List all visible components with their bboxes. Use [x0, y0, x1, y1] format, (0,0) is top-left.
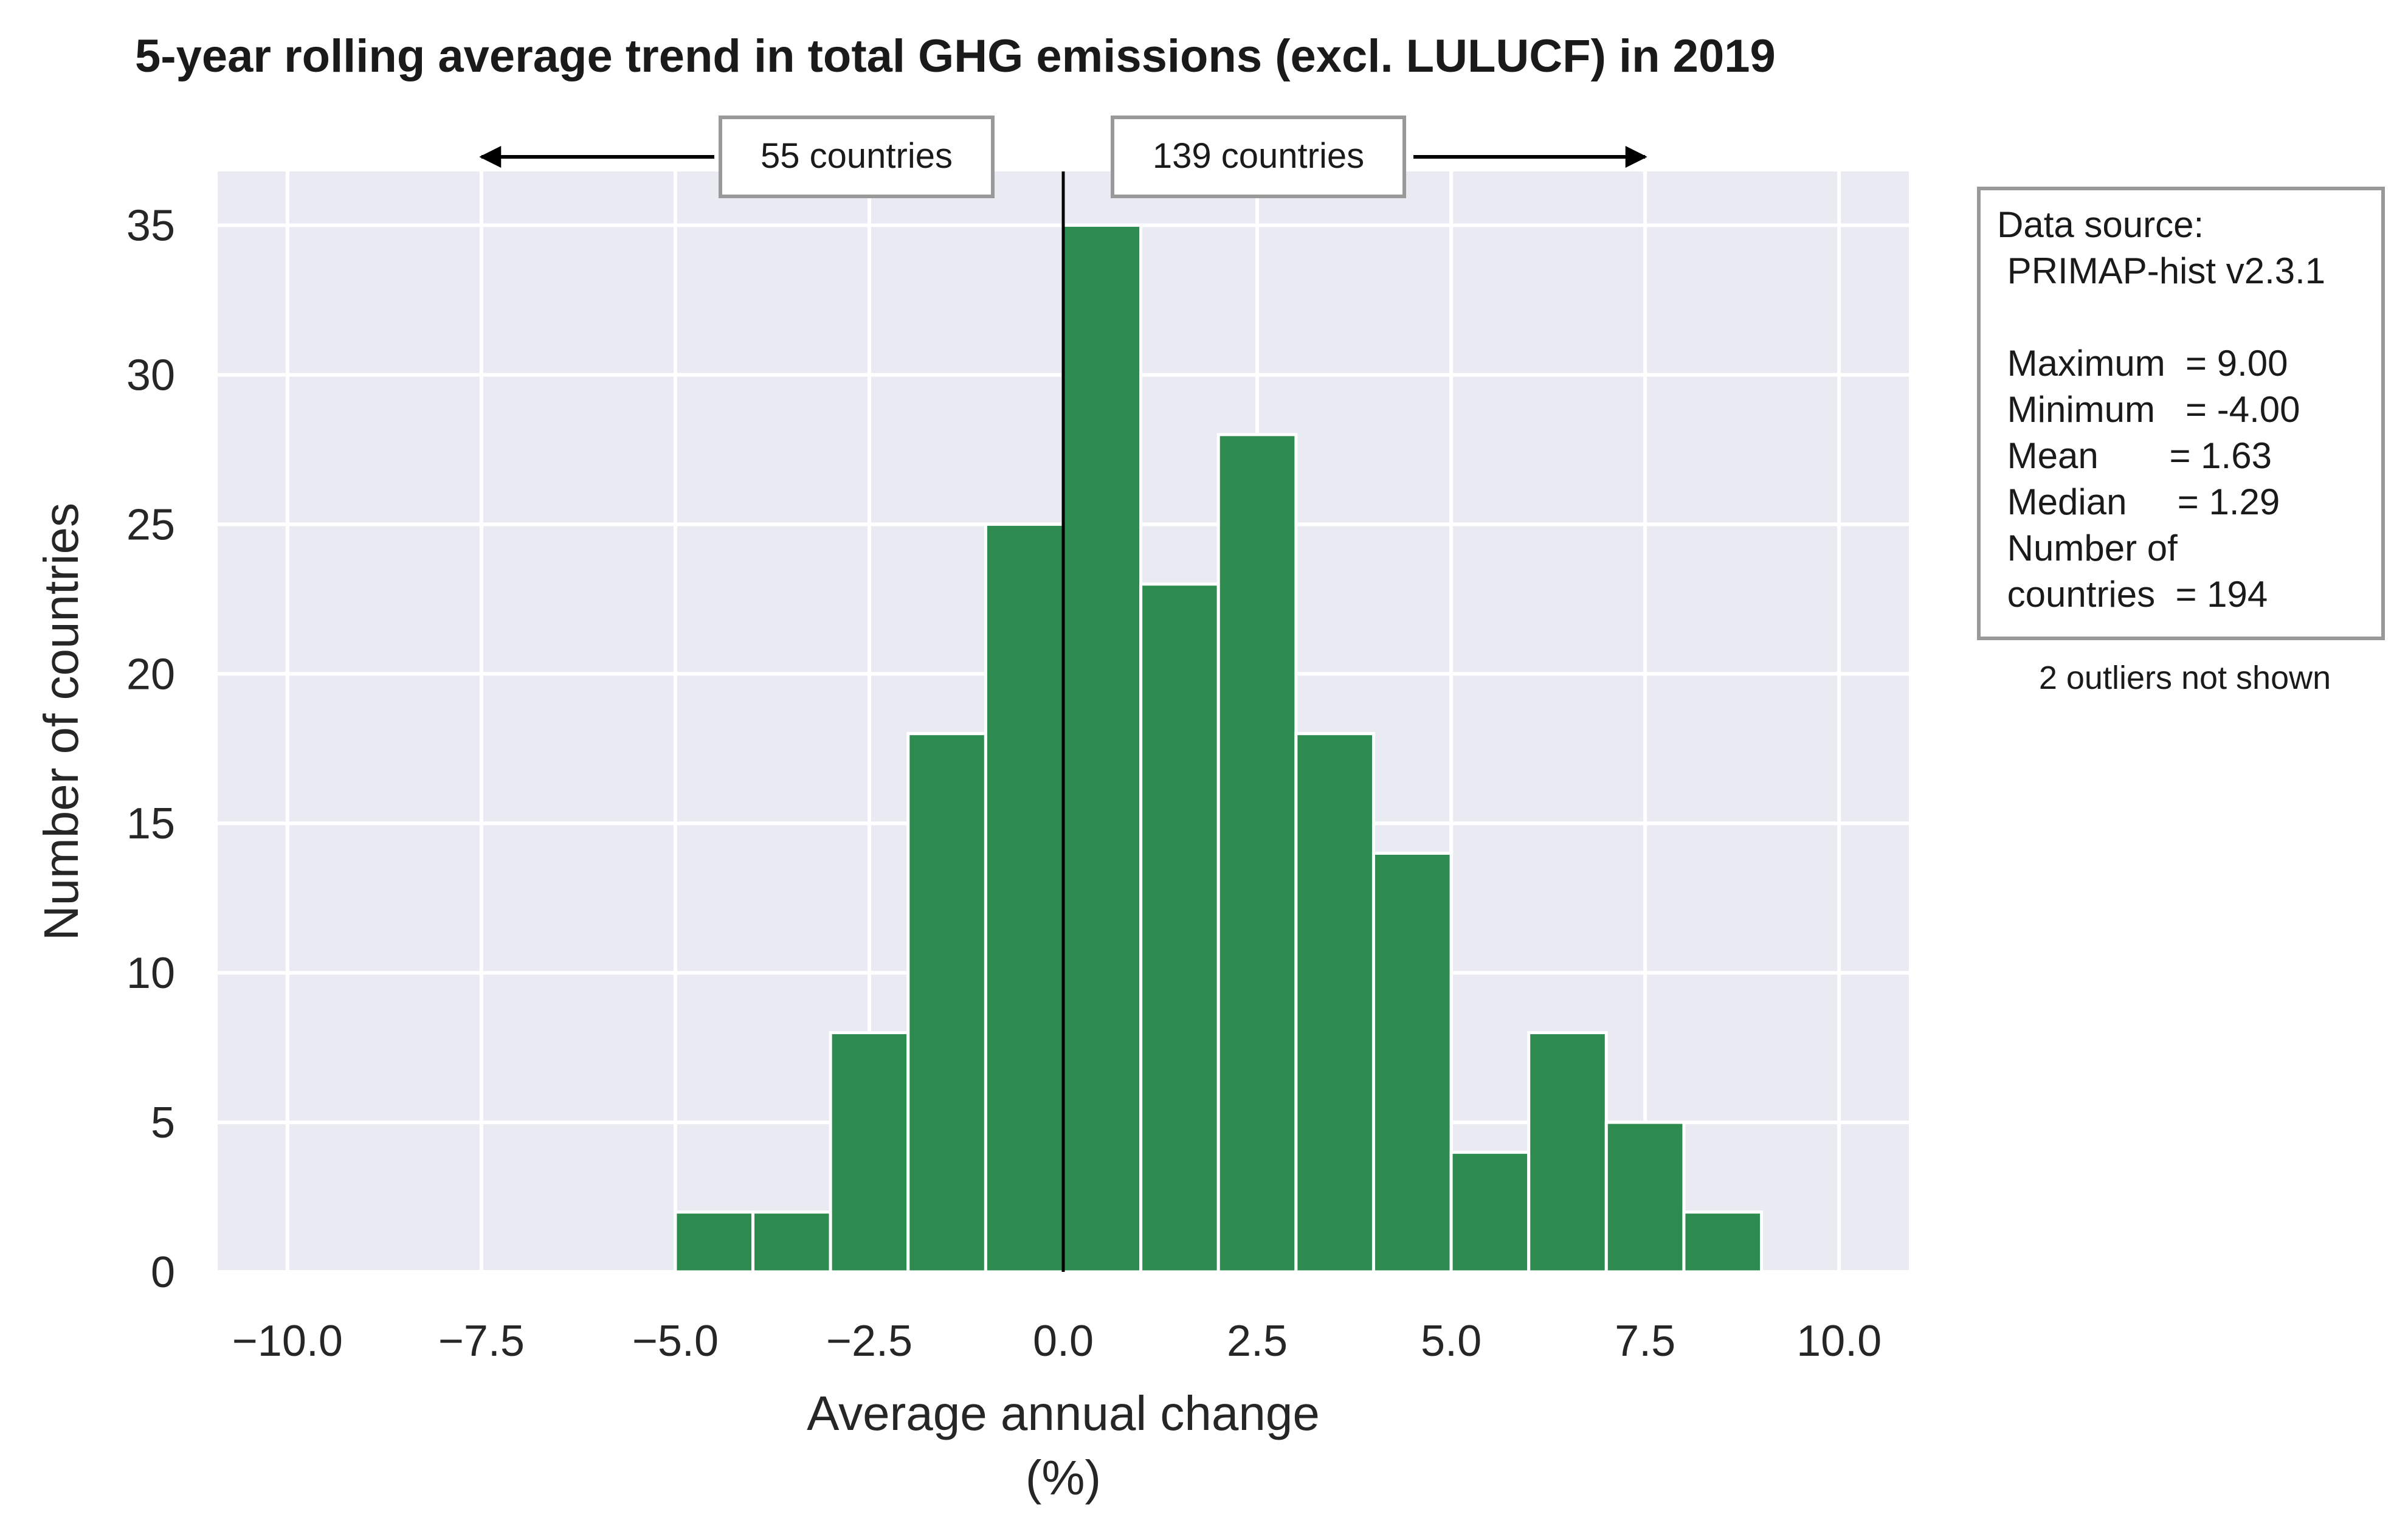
histogram-bar-3	[906, 732, 987, 1274]
y-tick-label-3: 15	[126, 799, 175, 848]
stats-line-8: countries = 194	[1997, 574, 2268, 615]
x-tick-label-4: 0.0	[1033, 1317, 1094, 1366]
histogram-bar-10	[1449, 1150, 1531, 1274]
x-tick-label-0: −10.0	[232, 1317, 343, 1366]
x-axis-label-unit: (%)	[1026, 1451, 1101, 1505]
y-tick-label-4: 20	[126, 650, 175, 699]
stats-line-3: Maximum = 9.00	[1997, 343, 2288, 384]
histogram-bar-1	[751, 1210, 832, 1274]
x-tick-label-3: −2.5	[826, 1317, 912, 1366]
y-tick-label-7: 35	[126, 202, 175, 250]
x-tick-label-8: 10.0	[1796, 1317, 1882, 1366]
outliers-note: 2 outliers not shown	[2039, 660, 2331, 696]
histogram-bar-9	[1371, 851, 1453, 1274]
x-tick-label-7: 7.5	[1615, 1317, 1675, 1366]
chart-title: 5-year rolling average trend in total GH…	[135, 30, 1776, 82]
left-count-label: 55 countries	[761, 136, 953, 176]
left-count-box	[719, 116, 995, 198]
y-tick-label-6: 30	[126, 351, 175, 399]
y-tick-label-2: 10	[126, 949, 175, 998]
histogram-bar-12	[1604, 1120, 1686, 1274]
stats-line-6: Median = 1.29	[1997, 482, 2280, 522]
histogram-bar-11	[1527, 1031, 1608, 1274]
annotations: 55 countries 139 countries Data source: …	[479, 116, 2385, 696]
stats-line-7: Number of	[1997, 528, 2178, 568]
x-axis-label: Average annual change	[807, 1386, 1320, 1440]
y-tick-label-1: 5	[151, 1099, 175, 1147]
y-tick-label-5: 25	[126, 500, 175, 549]
histogram-bar-5	[1061, 224, 1143, 1274]
x-axis-ticks: −10.0 −7.5 −5.0 −2.5 0.0 2.5 5.0 7.5 10.0	[232, 1317, 1882, 1366]
histogram-bar-13	[1682, 1210, 1764, 1274]
x-tick-label-6: 5.0	[1421, 1317, 1482, 1366]
histogram-bar-6	[1139, 582, 1220, 1274]
right-count-box	[1111, 116, 1406, 198]
stats-box-text: Data source: PRIMAP-hist v2.3.1 Maximum …	[1997, 204, 2325, 615]
stats-line-5: Mean = 1.63	[1997, 435, 2272, 476]
histogram-bar-7	[1216, 433, 1298, 1274]
stats-line-4: Minimum = -4.00	[1997, 389, 2300, 430]
stats-line-1: PRIMAP-hist v2.3.1	[1997, 250, 2325, 291]
histogram-bar-8	[1294, 732, 1375, 1274]
histogram-bars	[674, 224, 1764, 1274]
y-axis-ticks: 0 5 10 15 20 25 30 35	[126, 202, 175, 1297]
stats-box	[1977, 187, 2385, 640]
histogram-bar-2	[829, 1031, 910, 1274]
x-tick-label-1: −7.5	[438, 1317, 525, 1366]
x-tick-label-5: 2.5	[1227, 1317, 1288, 1366]
stats-line-0: Data source:	[1997, 204, 2204, 245]
histogram-bar-4	[984, 522, 1065, 1274]
y-tick-label-0: 0	[151, 1248, 175, 1297]
y-axis-label: Number of countries	[34, 503, 88, 941]
x-tick-label-2: −5.0	[632, 1317, 719, 1366]
histogram-bar-0	[674, 1210, 755, 1274]
right-count-label: 139 countries	[1153, 136, 1364, 176]
